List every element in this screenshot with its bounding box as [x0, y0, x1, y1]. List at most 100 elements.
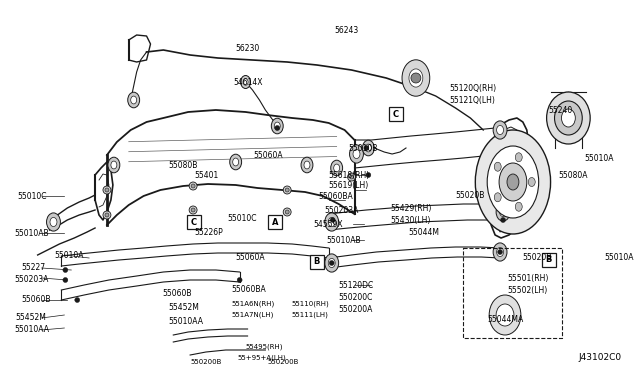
Ellipse shape [500, 218, 506, 222]
Ellipse shape [411, 73, 421, 83]
Ellipse shape [348, 173, 355, 181]
Ellipse shape [75, 298, 80, 302]
Ellipse shape [500, 208, 506, 217]
Ellipse shape [63, 267, 68, 273]
Text: 55080B: 55080B [168, 160, 198, 170]
Ellipse shape [476, 130, 550, 234]
Ellipse shape [353, 150, 360, 158]
Ellipse shape [230, 154, 242, 170]
Text: 55120Q(RH): 55120Q(RH) [449, 83, 497, 93]
Text: C: C [191, 218, 197, 227]
Ellipse shape [191, 208, 195, 212]
Ellipse shape [362, 140, 374, 156]
Text: 55010A: 55010A [584, 154, 614, 163]
Text: 55240: 55240 [548, 106, 573, 115]
Text: 55060A: 55060A [236, 253, 266, 263]
Ellipse shape [111, 161, 117, 169]
Text: 55+95+A(LH): 55+95+A(LH) [237, 355, 287, 361]
Text: 55010AA: 55010AA [168, 317, 204, 327]
Ellipse shape [402, 60, 430, 96]
Ellipse shape [328, 218, 335, 227]
Ellipse shape [333, 164, 340, 172]
Text: 550200B: 550200B [190, 359, 221, 365]
FancyBboxPatch shape [389, 107, 403, 121]
Text: 55618(RH): 55618(RH) [329, 170, 370, 180]
Text: B: B [314, 257, 320, 266]
Ellipse shape [496, 304, 514, 326]
Ellipse shape [496, 203, 510, 221]
Text: 55010C: 55010C [18, 192, 47, 201]
Text: 55010AB: 55010AB [14, 228, 49, 237]
Ellipse shape [285, 210, 289, 214]
Ellipse shape [285, 188, 289, 192]
Ellipse shape [554, 101, 582, 135]
Text: J43102C0: J43102C0 [579, 353, 621, 362]
Ellipse shape [108, 157, 120, 173]
Ellipse shape [189, 206, 197, 214]
Text: 55120DC: 55120DC [339, 280, 374, 289]
Text: 55619(LH): 55619(LH) [329, 180, 369, 189]
Ellipse shape [547, 92, 590, 144]
Ellipse shape [497, 250, 502, 254]
Text: 55060BA: 55060BA [232, 285, 266, 295]
Ellipse shape [301, 157, 313, 173]
Text: 54559X: 54559X [313, 219, 342, 228]
Ellipse shape [105, 213, 109, 217]
Text: 55044MA: 55044MA [487, 315, 524, 324]
Ellipse shape [489, 295, 521, 335]
Ellipse shape [499, 163, 527, 201]
Ellipse shape [515, 153, 522, 162]
Ellipse shape [131, 96, 137, 104]
Text: B: B [545, 256, 552, 264]
Ellipse shape [349, 175, 353, 179]
Text: 55010B: 55010B [349, 144, 378, 153]
Ellipse shape [487, 146, 539, 218]
Ellipse shape [561, 109, 575, 127]
Ellipse shape [63, 278, 68, 282]
Text: 55452M: 55452M [16, 314, 47, 323]
Ellipse shape [330, 218, 335, 222]
Text: 55010A: 55010A [54, 250, 84, 260]
Ellipse shape [105, 188, 109, 192]
Ellipse shape [493, 243, 507, 261]
Text: 550200A: 550200A [339, 305, 373, 314]
Text: 55080A: 55080A [559, 170, 588, 180]
Ellipse shape [275, 122, 280, 130]
Ellipse shape [366, 173, 371, 177]
Text: 55495(RH): 55495(RH) [246, 344, 283, 350]
Text: 55226P: 55226P [194, 228, 223, 237]
Text: 55501(RH): 55501(RH) [507, 273, 548, 282]
Text: 55452M: 55452M [168, 304, 199, 312]
Ellipse shape [191, 184, 195, 188]
Ellipse shape [284, 208, 291, 216]
Text: 55110(RH): 55110(RH) [291, 301, 329, 307]
FancyBboxPatch shape [541, 253, 556, 267]
Text: 56230: 56230 [236, 44, 260, 52]
Ellipse shape [47, 213, 60, 231]
Text: 55060B: 55060B [163, 289, 192, 298]
Ellipse shape [515, 202, 522, 211]
Text: 55227: 55227 [22, 263, 46, 273]
Ellipse shape [271, 118, 284, 134]
Ellipse shape [50, 218, 57, 227]
Text: 55401: 55401 [194, 170, 218, 180]
Ellipse shape [304, 161, 310, 169]
Ellipse shape [494, 193, 501, 202]
Text: 55044M: 55044M [408, 228, 439, 237]
Text: 55010AA: 55010AA [14, 326, 49, 334]
Bar [463, 248, 563, 338]
Text: 55429(RH): 55429(RH) [390, 203, 431, 212]
Text: 55020B: 55020B [456, 190, 485, 199]
Text: 551A7N(LH): 551A7N(LH) [232, 312, 274, 318]
Ellipse shape [241, 76, 250, 89]
Ellipse shape [494, 162, 501, 171]
Text: 55502(LH): 55502(LH) [507, 285, 547, 295]
Ellipse shape [349, 145, 364, 163]
Text: 55060B: 55060B [22, 295, 51, 305]
Text: 55111(LH): 55111(LH) [291, 312, 328, 318]
Text: 55010AB: 55010AB [327, 235, 362, 244]
FancyBboxPatch shape [310, 255, 324, 269]
FancyBboxPatch shape [187, 215, 201, 229]
Ellipse shape [497, 247, 504, 257]
Text: 55010A: 55010A [604, 253, 634, 263]
